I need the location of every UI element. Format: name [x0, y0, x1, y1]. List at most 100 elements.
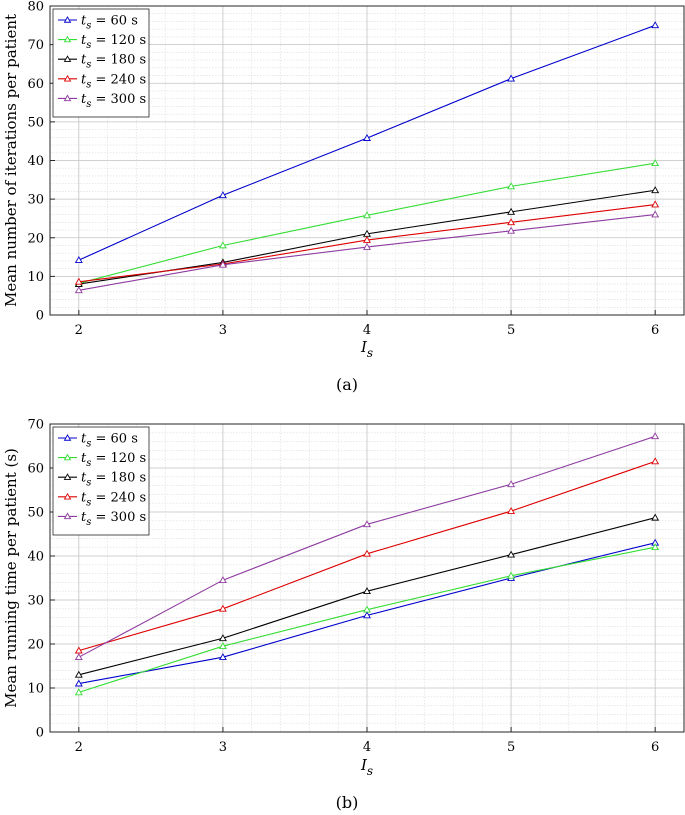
y-axis-label: Mean number of iterations per patient [2, 14, 20, 307]
legend-entry: ts = 60 s [81, 432, 138, 450]
legend-entry: ts = 300 s [81, 92, 146, 110]
data-point-marker [651, 159, 660, 167]
data-point-marker [651, 200, 660, 208]
data-point-marker [507, 226, 516, 234]
legend-entry: ts = 240 s [81, 72, 146, 90]
y-tick-label: 20 [27, 638, 44, 653]
x-tick-label: 4 [363, 323, 371, 338]
x-tick-label: 5 [507, 323, 515, 338]
data-point-marker [363, 133, 371, 141]
data-point-marker [651, 432, 660, 440]
y-tick-label: 60 [27, 462, 44, 477]
y-tick-label: 30 [27, 193, 44, 208]
legend-entry: ts = 300 s [81, 510, 146, 528]
data-point-marker [218, 260, 227, 268]
figure-caption: (b) [336, 793, 359, 812]
y-tick-label: 60 [27, 77, 44, 92]
data-point-marker [218, 634, 227, 642]
data-point-marker [507, 507, 516, 514]
legend-swatch-marker [63, 55, 72, 62]
x-tick-label: 2 [75, 323, 83, 338]
y-tick-label: 40 [27, 550, 44, 565]
data-point-marker [74, 653, 83, 661]
data-point-marker [507, 74, 516, 82]
legend-swatch-marker [63, 74, 72, 82]
legend-swatch-marker [63, 512, 72, 520]
data-point-marker [507, 207, 516, 215]
data-point-marker [651, 513, 660, 521]
data-point-marker [363, 520, 371, 528]
legend-entry: ts = 120 s [81, 451, 146, 469]
legend-swatch-marker [63, 453, 72, 461]
data-point-marker [218, 576, 227, 584]
figure-caption: (a) [336, 375, 358, 394]
data-point-marker [74, 286, 83, 294]
data-point-marker [363, 587, 371, 595]
y-tick-label: 30 [27, 594, 44, 609]
data-point-marker [363, 235, 371, 243]
data-point-marker [218, 604, 227, 612]
legend-swatch-marker [63, 492, 72, 500]
x-tick-label: 4 [363, 740, 371, 755]
y-tick-label: 20 [27, 231, 44, 246]
chart-panel-0: 0 10 20 30 40 50 60 70 80 2 3 4 5 6 Is Mean number of i… [2, 0, 685, 394]
data-point-marker [218, 653, 227, 661]
chart-panel-1: 0 10 20 30 40 50 60 70 2 3 4 5 6 Is Mean running time … [2, 418, 685, 812]
legend-swatch-marker [63, 94, 72, 102]
y-tick-label: 10 [27, 270, 44, 285]
legend-swatch-marker [63, 16, 72, 23]
data-point-marker [74, 277, 83, 285]
legend-swatch-marker [63, 473, 72, 480]
data-point-marker [363, 242, 371, 250]
x-tick-label: 2 [75, 740, 83, 755]
y-tick-label: 70 [27, 38, 44, 53]
x-axis-label: Is [360, 756, 373, 778]
y-tick-label: 80 [27, 0, 44, 15]
data-point-marker [651, 21, 660, 29]
legend-entry: ts = 240 s [81, 490, 146, 508]
data-point-marker [74, 679, 83, 687]
x-axis-label: Is [360, 338, 373, 360]
data-point-marker [507, 218, 516, 226]
data-point-marker [74, 688, 83, 696]
data-point-marker [507, 480, 516, 488]
legend-entry: ts = 60 s [81, 14, 138, 32]
y-tick-label: 40 [27, 154, 44, 169]
legend-entry: ts = 180 s [81, 53, 146, 71]
series-4 [74, 210, 660, 294]
data-point-marker [651, 543, 660, 551]
data-point-marker [363, 611, 371, 619]
data-point-marker [507, 571, 516, 579]
series-4 [74, 432, 660, 661]
y-tick-label: 0 [36, 726, 44, 741]
data-point-marker [651, 186, 660, 194]
data-point-marker [74, 256, 83, 264]
data-point-marker [651, 457, 660, 465]
x-tick-label: 6 [651, 323, 659, 338]
y-tick-label: 0 [36, 309, 44, 324]
y-tick-label: 50 [27, 115, 44, 130]
data-point-marker [363, 605, 371, 613]
series-2 [74, 513, 660, 678]
data-point-marker [363, 549, 371, 557]
y-tick-label: 50 [27, 506, 44, 521]
y-tick-label: 70 [27, 418, 44, 433]
legend: ts = 60 sts = 120 s ts = 180 sts = 240 s t… [52, 8, 150, 118]
data-point-marker [651, 210, 660, 218]
legend-swatch-marker [63, 434, 72, 441]
x-tick-label: 5 [507, 740, 515, 755]
legend-entry: ts = 180 s [81, 471, 146, 489]
data-point-marker [363, 211, 371, 219]
data-point-marker [218, 191, 227, 199]
x-tick-label: 3 [219, 740, 227, 755]
data-point-marker [74, 646, 83, 654]
legend: ts = 60 sts = 120 s ts = 180 sts = 240 s t… [52, 426, 150, 536]
y-axis-label: Mean running time per patient (s) [2, 448, 20, 708]
data-point-marker [218, 642, 227, 650]
x-tick-label: 3 [219, 323, 227, 338]
data-point-marker [507, 550, 516, 558]
series-3 [74, 457, 660, 654]
legend-swatch-marker [63, 35, 72, 43]
legend-entry: ts = 120 s [81, 33, 146, 51]
